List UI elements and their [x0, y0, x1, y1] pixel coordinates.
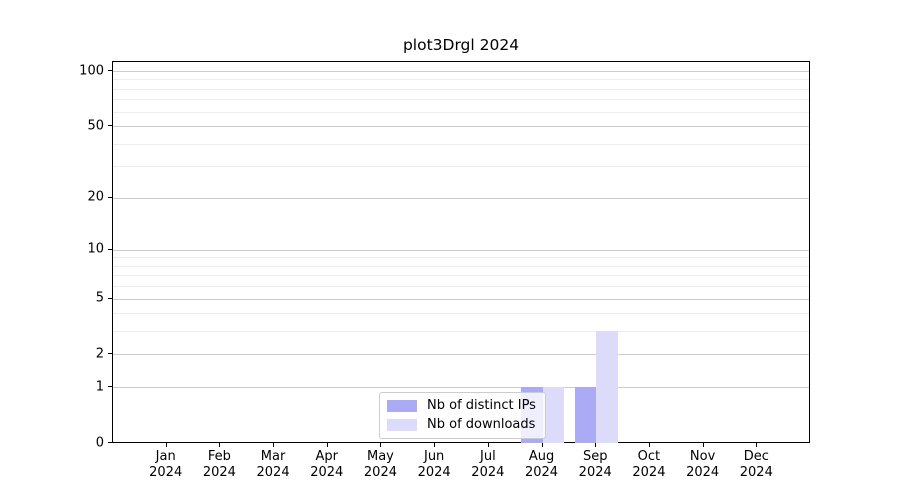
bar-nb-of-downloads-sep — [596, 331, 618, 443]
x-tick-label-aug: Aug 2024 — [512, 449, 572, 481]
gridline-major-100 — [113, 71, 809, 72]
x-tick-year-jul: 2024 — [471, 465, 505, 480]
x-tick-nov — [702, 443, 704, 447]
x-tick-label-may: May 2024 — [350, 449, 410, 481]
gridline-minor-70 — [113, 99, 809, 101]
x-tick-dec — [756, 443, 758, 447]
x-tick-year-sep: 2024 — [578, 465, 612, 480]
legend-label-distinct-ips: Nb of distinct IPs — [427, 398, 536, 413]
y-tick-2 — [108, 353, 112, 355]
gridline-minor-6 — [113, 286, 809, 288]
x-tick-year-oct: 2024 — [632, 465, 666, 480]
x-tick-year-apr: 2024 — [310, 465, 344, 480]
x-tick-label-jun: Jun 2024 — [404, 449, 464, 481]
legend-item-downloads: Nb of downloads — [387, 417, 536, 432]
x-tick-may — [380, 443, 382, 447]
y-tick-label-10: 10 — [87, 241, 104, 257]
gridline-major-50 — [113, 126, 809, 128]
gridline-minor-8 — [113, 265, 809, 267]
gridline-major-5 — [113, 298, 809, 300]
x-tick-label-apr: Apr 2024 — [297, 449, 357, 481]
x-tick-feb — [219, 443, 221, 447]
x-tick-year-mar: 2024 — [256, 465, 290, 480]
x-tick-label-jul: Jul 2024 — [458, 449, 518, 481]
x-tick-year-jun: 2024 — [417, 465, 451, 480]
x-tick-mar — [273, 443, 275, 447]
gridline-major-10 — [113, 249, 809, 251]
x-tick-label-feb: Feb 2024 — [189, 449, 249, 481]
gridline-major-1 — [113, 387, 809, 389]
y-tick-10 — [108, 248, 112, 250]
legend-label-downloads: Nb of downloads — [427, 417, 536, 432]
legend-swatch-distinct-ips — [387, 399, 417, 412]
x-tick-sep — [595, 443, 597, 447]
y-tick-5 — [108, 297, 112, 299]
y-tick-label-50: 50 — [87, 118, 104, 134]
bar-nb-of-downloads-aug — [542, 387, 565, 443]
x-tick-year-feb: 2024 — [202, 465, 236, 480]
gridline-minor-7 — [113, 275, 809, 277]
x-tick-year-may: 2024 — [363, 465, 397, 480]
gridline-minor-80 — [113, 88, 809, 90]
legend-swatch-downloads — [387, 418, 417, 431]
bar-nb-of-distinct-ips-sep — [574, 387, 597, 443]
x-tick-label-nov: Nov 2024 — [673, 449, 733, 481]
y-tick-label-100: 100 — [79, 63, 104, 78]
plot-area: Nb of distinct IPs Nb of downloads — [112, 61, 810, 443]
x-tick-jun — [434, 443, 436, 447]
x-tick-label-mar: Mar 2024 — [243, 449, 303, 481]
y-tick-label-5: 5 — [95, 290, 104, 306]
x-tick-apr — [326, 443, 328, 447]
x-tick-jul — [487, 443, 489, 447]
x-tick-label-sep: Sep 2024 — [565, 449, 625, 481]
y-tick-0 — [108, 442, 112, 443]
gridline-major-20 — [113, 197, 809, 199]
gridline-minor-40 — [113, 143, 809, 145]
legend: Nb of distinct IPs Nb of downloads — [379, 392, 546, 439]
x-tick-jan — [165, 443, 167, 447]
x-tick-label-dec: Dec 2024 — [726, 449, 786, 481]
y-tick-label-20: 20 — [87, 189, 104, 205]
x-tick-year-aug: 2024 — [524, 465, 559, 480]
gridline-minor-3 — [113, 331, 809, 333]
y-tick-label-0: 0 — [95, 435, 104, 450]
gridline-minor-9 — [113, 257, 809, 259]
chart-title: plot3Drgl 2024 — [402, 36, 520, 54]
x-tick-year-jan: 2024 — [149, 465, 183, 480]
gridline-minor-60 — [113, 111, 809, 113]
x-tick-label-oct: Oct 2024 — [619, 449, 679, 481]
y-tick-label-2: 2 — [95, 346, 104, 362]
y-tick-50 — [108, 125, 112, 127]
gridline-minor-90 — [113, 79, 809, 81]
x-tick-year-dec: 2024 — [739, 465, 773, 480]
y-tick-1 — [108, 386, 112, 388]
x-tick-oct — [648, 443, 650, 447]
y-tick-100 — [108, 70, 112, 71]
gridline-minor-30 — [113, 166, 809, 168]
y-tick-20 — [108, 196, 112, 198]
legend-item-distinct-ips: Nb of distinct IPs — [387, 398, 536, 413]
x-tick-year-nov: 2024 — [686, 465, 720, 480]
gridline-minor-4 — [113, 313, 809, 315]
x-tick-label-jan: Jan 2024 — [136, 449, 196, 481]
x-tick-aug — [541, 443, 543, 447]
gridline-major-2 — [113, 354, 809, 356]
y-tick-label-1: 1 — [95, 379, 104, 395]
